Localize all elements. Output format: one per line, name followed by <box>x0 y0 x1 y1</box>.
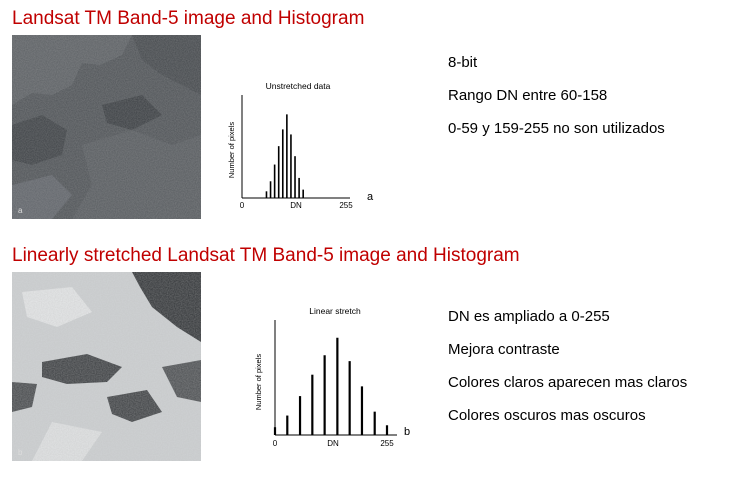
histogram-stretched: Linear stretch Number of pixels 0 DN 255… <box>254 302 425 457</box>
histogram-y-axis-label: Number of pixels <box>254 354 263 411</box>
x-tick-label-min: 0 <box>273 439 278 448</box>
histogram-unstretched: Unstretched data Number of pixels 0 DN 2… <box>227 78 378 213</box>
x-tick-label-min: 0 <box>240 201 245 210</box>
histogram-stretched-svg: Linear stretch Number of pixels 0 DN 255… <box>254 306 410 448</box>
histogram-title: Linear stretch <box>309 306 361 316</box>
image-panel-label: b <box>18 448 23 457</box>
note-item: Colores oscuros mas oscuros <box>448 407 646 424</box>
landsat-stretched-image: b <box>12 272 201 461</box>
note-item: Rango DN entre 60-158 <box>448 87 608 104</box>
x-tick-label-max: 255 <box>339 201 353 210</box>
image-panel-label: a <box>18 206 23 215</box>
histogram-panel-label: b <box>404 426 410 438</box>
histogram-panel-label: a <box>367 191 374 203</box>
histogram-title: Unstretched data <box>266 81 331 91</box>
x-tick-label-dn: DN <box>327 439 339 448</box>
landsat-raw-image: a <box>12 35 201 219</box>
note-item: 8-bit <box>448 54 478 71</box>
section-title-stretched: Linearly stretched Landsat TM Band-5 ima… <box>12 245 520 266</box>
section-title-raw: Landsat TM Band-5 image and Histogram <box>12 8 365 29</box>
note-item: 0-59 y 159-255 no son utilizados <box>448 120 665 137</box>
note-item: Colores claros aparecen mas claros <box>448 374 688 391</box>
landsat-raw-image-graphic <box>12 35 201 219</box>
histogram-y-axis-label: Number of pixels <box>227 122 236 179</box>
x-tick-label-max: 255 <box>380 439 394 448</box>
landsat-stretched-image-graphic <box>12 272 201 461</box>
x-tick-label-dn: DN <box>290 201 302 210</box>
note-item: Mejora contraste <box>448 341 560 358</box>
note-item: DN es ampliado a 0-255 <box>448 308 610 325</box>
histogram-unstretched-svg: Unstretched data Number of pixels 0 DN 2… <box>227 81 374 210</box>
